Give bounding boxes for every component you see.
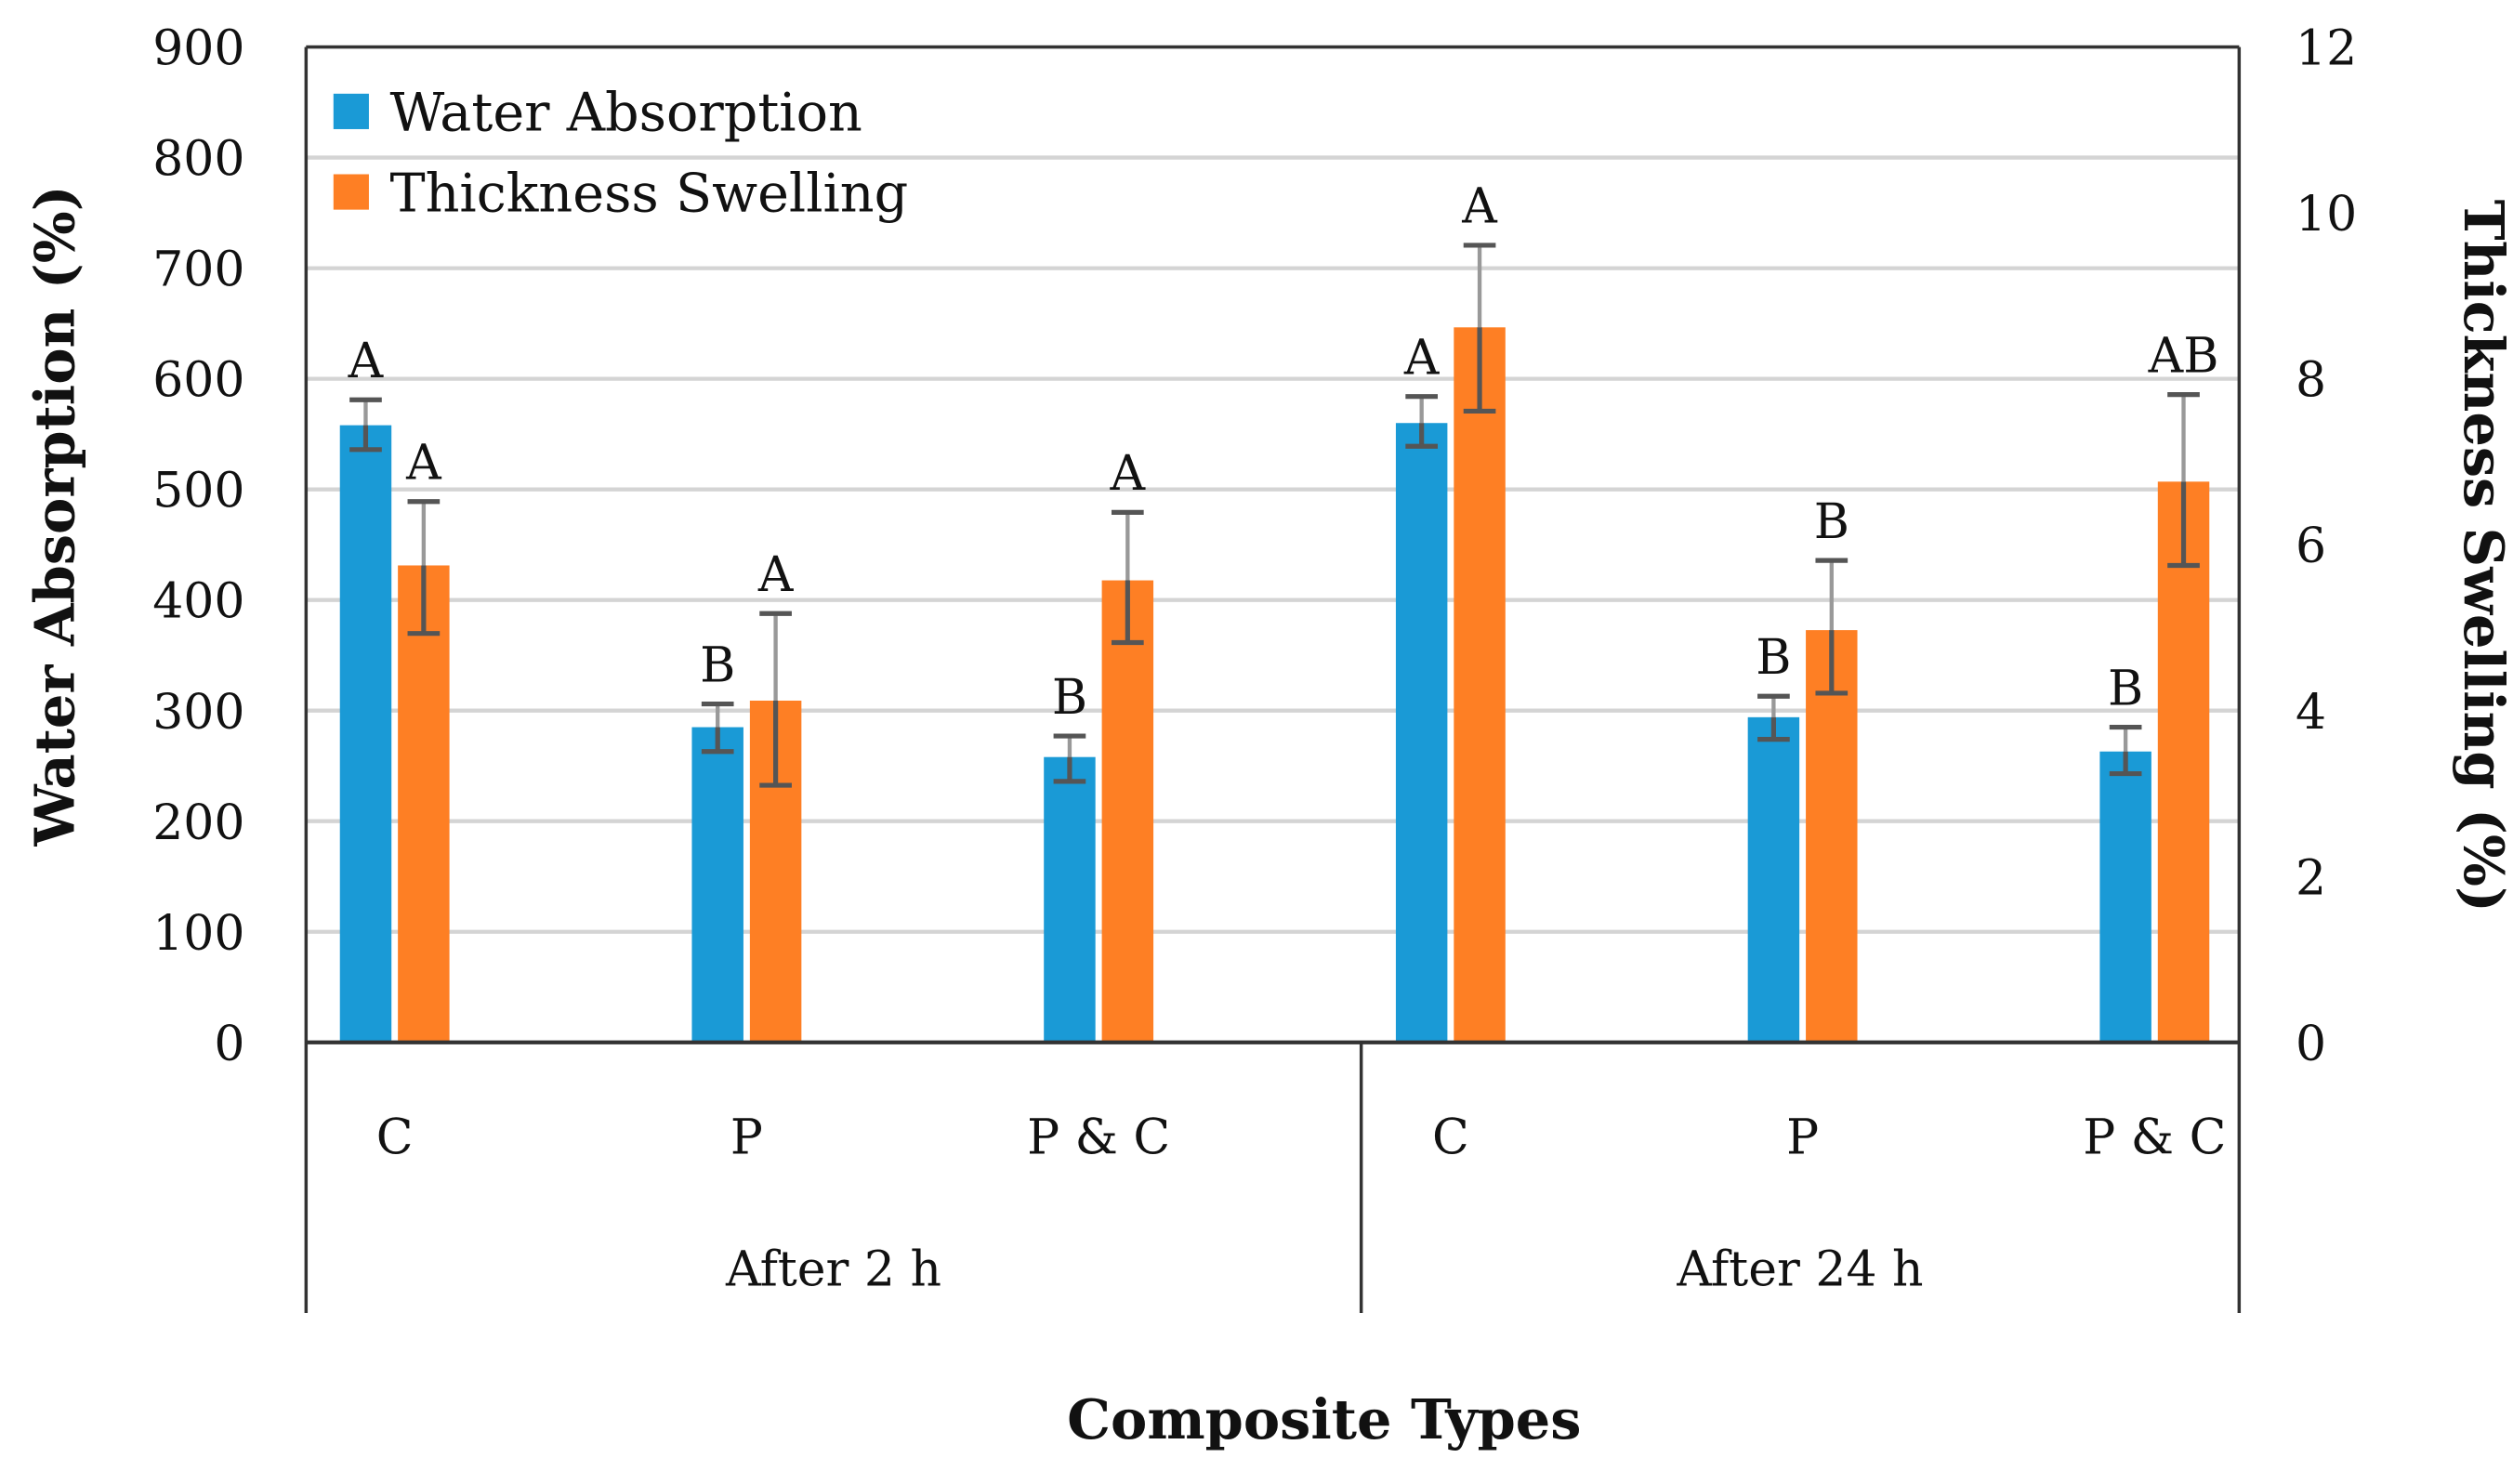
y2-tick-label: 12 — [2296, 21, 2357, 77]
category-label: C — [376, 1110, 414, 1165]
significance-letter: A — [1110, 446, 1147, 502]
legend-label-thickness-swelling: Thickness Swelling — [389, 163, 908, 224]
significance-letter: A — [405, 435, 442, 491]
significance-letter: A — [348, 334, 385, 389]
legend-swatch-water-absorption — [333, 93, 369, 129]
y2-tick-label: 6 — [2296, 519, 2326, 574]
y-tick-label: 900 — [152, 21, 244, 77]
significance-letter: B — [1814, 494, 1849, 550]
y-tick-label: 500 — [152, 464, 244, 519]
bar-thickness-swelling — [1454, 327, 1506, 1043]
x-axis-title: Composite Types — [1067, 1387, 1581, 1451]
category-label: P & C — [1027, 1110, 1170, 1165]
y2-tick-label: 2 — [2296, 850, 2326, 906]
y2-axis-title: Thickness Swelling (%) — [2452, 200, 2513, 913]
significance-letter: B — [1052, 670, 1087, 726]
group-label: After 24 h — [1676, 1242, 1923, 1298]
y2-tick-label: 0 — [2296, 1017, 2326, 1072]
bar-water-absorption — [1044, 756, 1096, 1043]
bar-thickness-swelling — [1806, 630, 1858, 1043]
significance-letter: B — [1756, 630, 1791, 686]
significance-letter: B — [700, 637, 735, 693]
y2-tick-label: 10 — [2296, 187, 2357, 243]
bar-water-absorption — [2099, 751, 2151, 1043]
significance-letter: A — [757, 547, 795, 603]
category-labels: C P P & C After 2 h C P P & C After 24 h — [376, 1110, 2227, 1297]
bar-water-absorption — [1747, 716, 1800, 1043]
y-tick-label: 600 — [152, 353, 244, 409]
significance-letter: A — [1403, 330, 1441, 386]
y-axis-title: Water Absorption (%) — [23, 185, 87, 847]
bar-water-absorption — [1395, 423, 1448, 1043]
y-tick-label: 700 — [152, 243, 244, 298]
y-tick-label: 300 — [152, 685, 244, 741]
y-tick-label: 800 — [152, 132, 244, 188]
axes — [304, 45, 2242, 1313]
significance-letter: AB — [2148, 328, 2219, 384]
y-tick-label: 0 — [214, 1017, 244, 1072]
bar-thickness-swelling — [2157, 481, 2210, 1043]
tick-labels: 0 100 200 300 400 500 600 700 800 900 0 2 4 6 8 10 12 — [152, 21, 2357, 1072]
y2-tick-label: 4 — [2296, 685, 2326, 741]
y-tick-label: 400 — [152, 574, 244, 630]
significance-letter: A — [1461, 179, 1498, 235]
legend-label-water-absorption: Water Absorption — [389, 83, 862, 144]
legend-swatch-thickness-swelling — [333, 174, 369, 210]
category-label: P — [730, 1110, 763, 1165]
category-label: P & C — [2083, 1110, 2226, 1165]
bar-water-absorption — [691, 727, 743, 1043]
bar-thickness-swelling — [1101, 580, 1154, 1043]
y2-tick-label: 8 — [2296, 353, 2326, 409]
category-label: C — [1432, 1110, 1469, 1165]
group-label: After 2 h — [725, 1242, 941, 1298]
bar-thickness-swelling — [398, 565, 450, 1043]
legend: Water Absorption Thickness Swelling — [333, 83, 908, 224]
bar-water-absorption — [339, 425, 392, 1043]
category-label: P — [1786, 1110, 1819, 1165]
significance-letter: B — [2108, 661, 2143, 716]
y-tick-label: 200 — [152, 795, 244, 851]
y-tick-label: 100 — [152, 906, 244, 962]
